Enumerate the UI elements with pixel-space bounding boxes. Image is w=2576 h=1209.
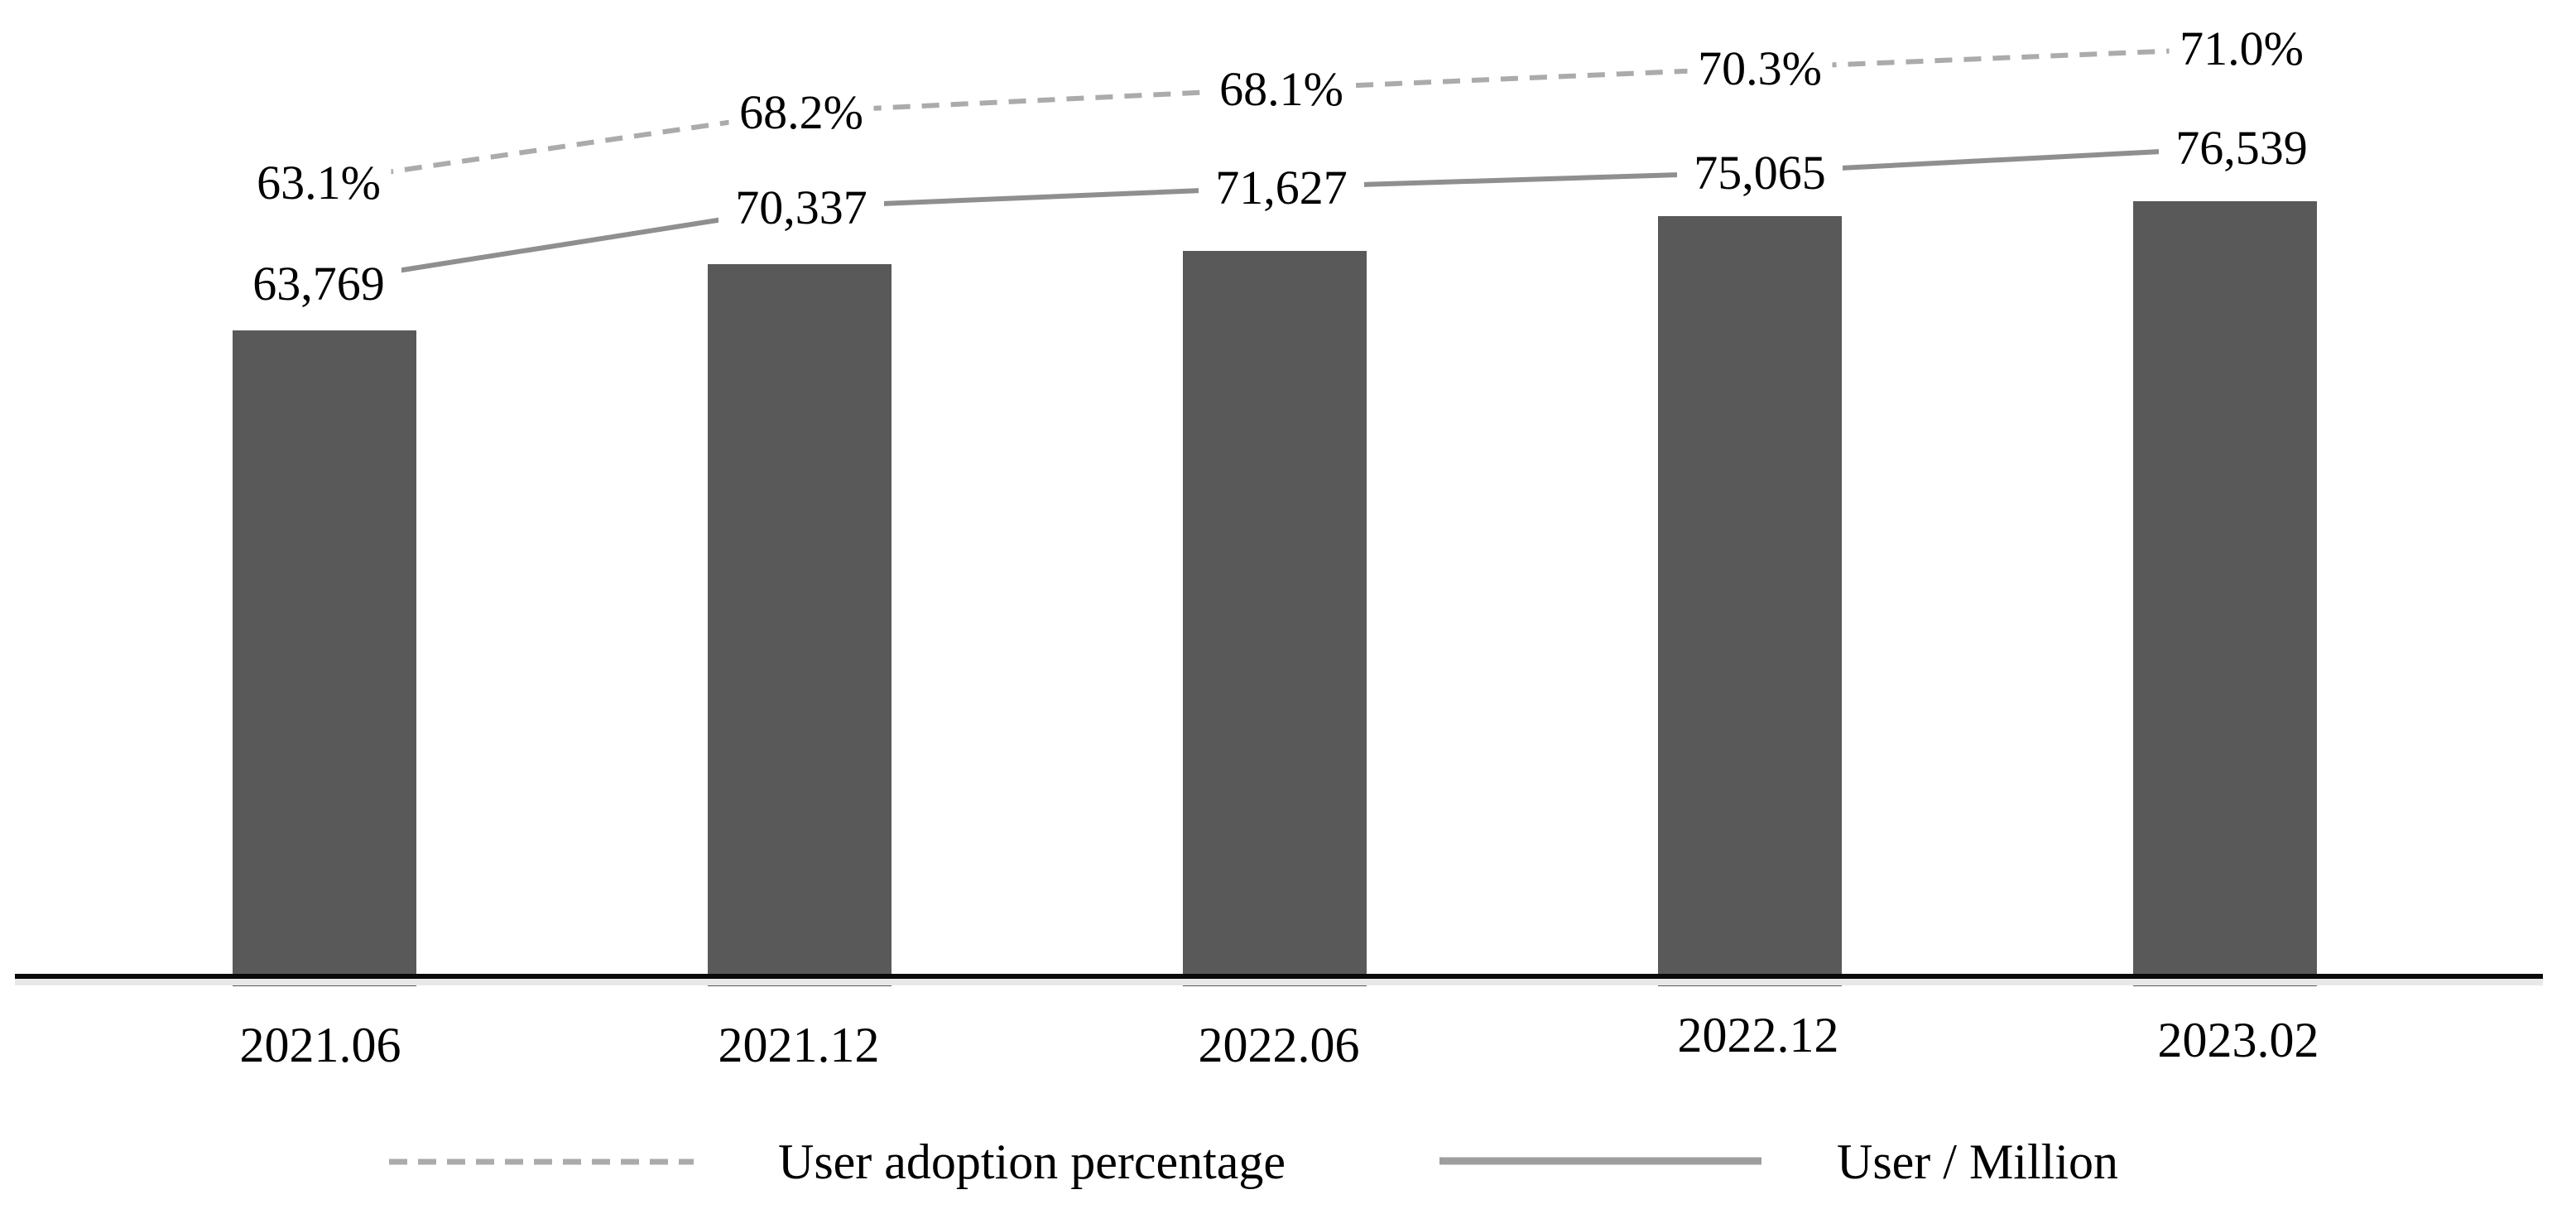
bar-2021.12 — [708, 264, 892, 986]
x-axis-shadow-strip — [15, 979, 2543, 985]
adoption-pct-label-2022.06: 68.1% — [1219, 62, 1343, 116]
bar-2022.12 — [1658, 216, 1842, 986]
user-count-label-2021.12: 70,337 — [735, 181, 867, 234]
adoption-pct-label-2021.12-mask — [728, 86, 874, 137]
user-count-label-2022.06: 71,627 — [1215, 161, 1348, 214]
adoption-pct-label-2021.06: 63.1% — [257, 156, 381, 210]
x-axis-label-2021.12: 2021.12 — [718, 1018, 880, 1072]
legend-label-adoption-percentage: User adoption percentage — [778, 1134, 1286, 1189]
user-count-label-2021.06-mask — [236, 258, 401, 309]
x-axis-line — [15, 974, 2543, 979]
legend: User adoption percentage User / Million — [389, 1134, 2118, 1189]
legend-label-user-million: User / Million — [1837, 1134, 2118, 1189]
user-count-label-2021.06: 63,769 — [252, 257, 385, 311]
x-axis-label-2022.12: 2022.12 — [1678, 1008, 1839, 1062]
adoption-pct-label-2022.12: 70.3% — [1698, 41, 1822, 95]
bar-2023.02 — [2133, 201, 2317, 986]
adoption-pct-label-2023.02: 71.0% — [2180, 22, 2304, 75]
x-axis-label-2022.06: 2022.06 — [1199, 1018, 1360, 1072]
bar-2022.06 — [1183, 251, 1367, 986]
data-labels-group: 63,769 70,337 71,627 75,065 76,539 63.1% 68.2%… — [236, 22, 2324, 311]
bars-group — [233, 201, 2317, 986]
x-axis-label-2021.06: 2021.06 — [240, 1018, 401, 1072]
adoption-pct-label-2023.02-mask — [2169, 22, 2314, 74]
user-count-label-2023.02-mask — [2159, 122, 2324, 173]
user-count-label-2022.06-mask — [1199, 161, 1364, 213]
adoption-pct-label-2021.12: 68.2% — [739, 85, 863, 139]
adoption-pct-label-2022.12-mask — [1687, 42, 1833, 94]
user-count-label-2022.12: 75,065 — [1694, 146, 1826, 200]
x-axis-label-2023.02: 2023.02 — [2158, 1013, 2319, 1067]
user-count-label-2023.02: 76,539 — [2175, 121, 2308, 175]
adoption-pct-label-2022.06-mask — [1209, 63, 1354, 114]
x-axis-labels-group: 2021.06 2021.12 2022.06 2022.12 2023.02 — [240, 1008, 2319, 1072]
adoption-pct-label-2021.06-mask — [246, 157, 392, 208]
user-count-label-2021.12-mask — [718, 181, 884, 233]
bar-2021.06 — [233, 330, 416, 986]
user-count-label-2022.12-mask — [1677, 147, 1843, 198]
